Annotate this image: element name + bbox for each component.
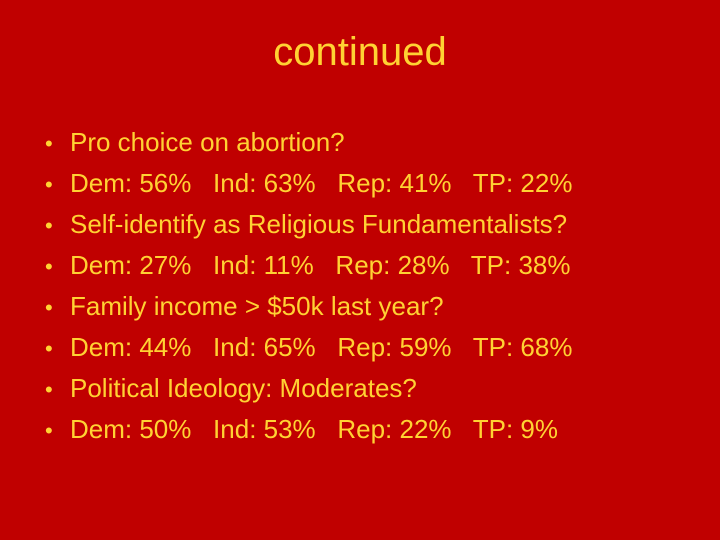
- bullet-text: Dem: 27% Ind: 11% Rep: 28% TP: 38%: [70, 250, 571, 280]
- list-item: • Dem: 44% Ind: 65% Rep: 59% TP: 68%: [45, 327, 700, 368]
- bullet-icon: •: [45, 418, 53, 443]
- list-item: • Dem: 27% Ind: 11% Rep: 28% TP: 38%: [45, 245, 700, 286]
- bullet-list: • Pro choice on abortion? • Dem: 56% Ind…: [45, 122, 700, 450]
- list-item: • Dem: 50% Ind: 53% Rep: 22% TP: 9%: [45, 409, 700, 450]
- slide-title: continued: [273, 30, 447, 74]
- list-item: • Pro choice on abortion?: [45, 122, 700, 163]
- list-item: • Family income > $50k last year?: [45, 286, 700, 327]
- bullet-icon: •: [45, 172, 53, 197]
- bullet-text: Family income > $50k last year?: [70, 291, 444, 321]
- bullet-icon: •: [45, 377, 53, 402]
- bullet-text: Political Ideology: Moderates?: [70, 373, 417, 403]
- bullet-icon: •: [45, 131, 53, 156]
- bullet-icon: •: [45, 213, 53, 238]
- bullet-text: Dem: 50% Ind: 53% Rep: 22% TP: 9%: [70, 414, 558, 444]
- list-item: • Dem: 56% Ind: 63% Rep: 41% TP: 22%: [45, 163, 700, 204]
- bullet-icon: •: [45, 336, 53, 361]
- bullet-text: Dem: 56% Ind: 63% Rep: 41% TP: 22%: [70, 168, 573, 198]
- bullet-icon: •: [45, 295, 53, 320]
- bullet-text: Pro choice on abortion?: [70, 127, 345, 157]
- bullet-text: Dem: 44% Ind: 65% Rep: 59% TP: 68%: [70, 332, 573, 362]
- list-item: • Self-identify as Religious Fundamental…: [45, 204, 700, 245]
- list-item: • Political Ideology: Moderates?: [45, 368, 700, 409]
- bullet-icon: •: [45, 254, 53, 279]
- bullet-text: Self-identify as Religious Fundamentalis…: [70, 209, 568, 239]
